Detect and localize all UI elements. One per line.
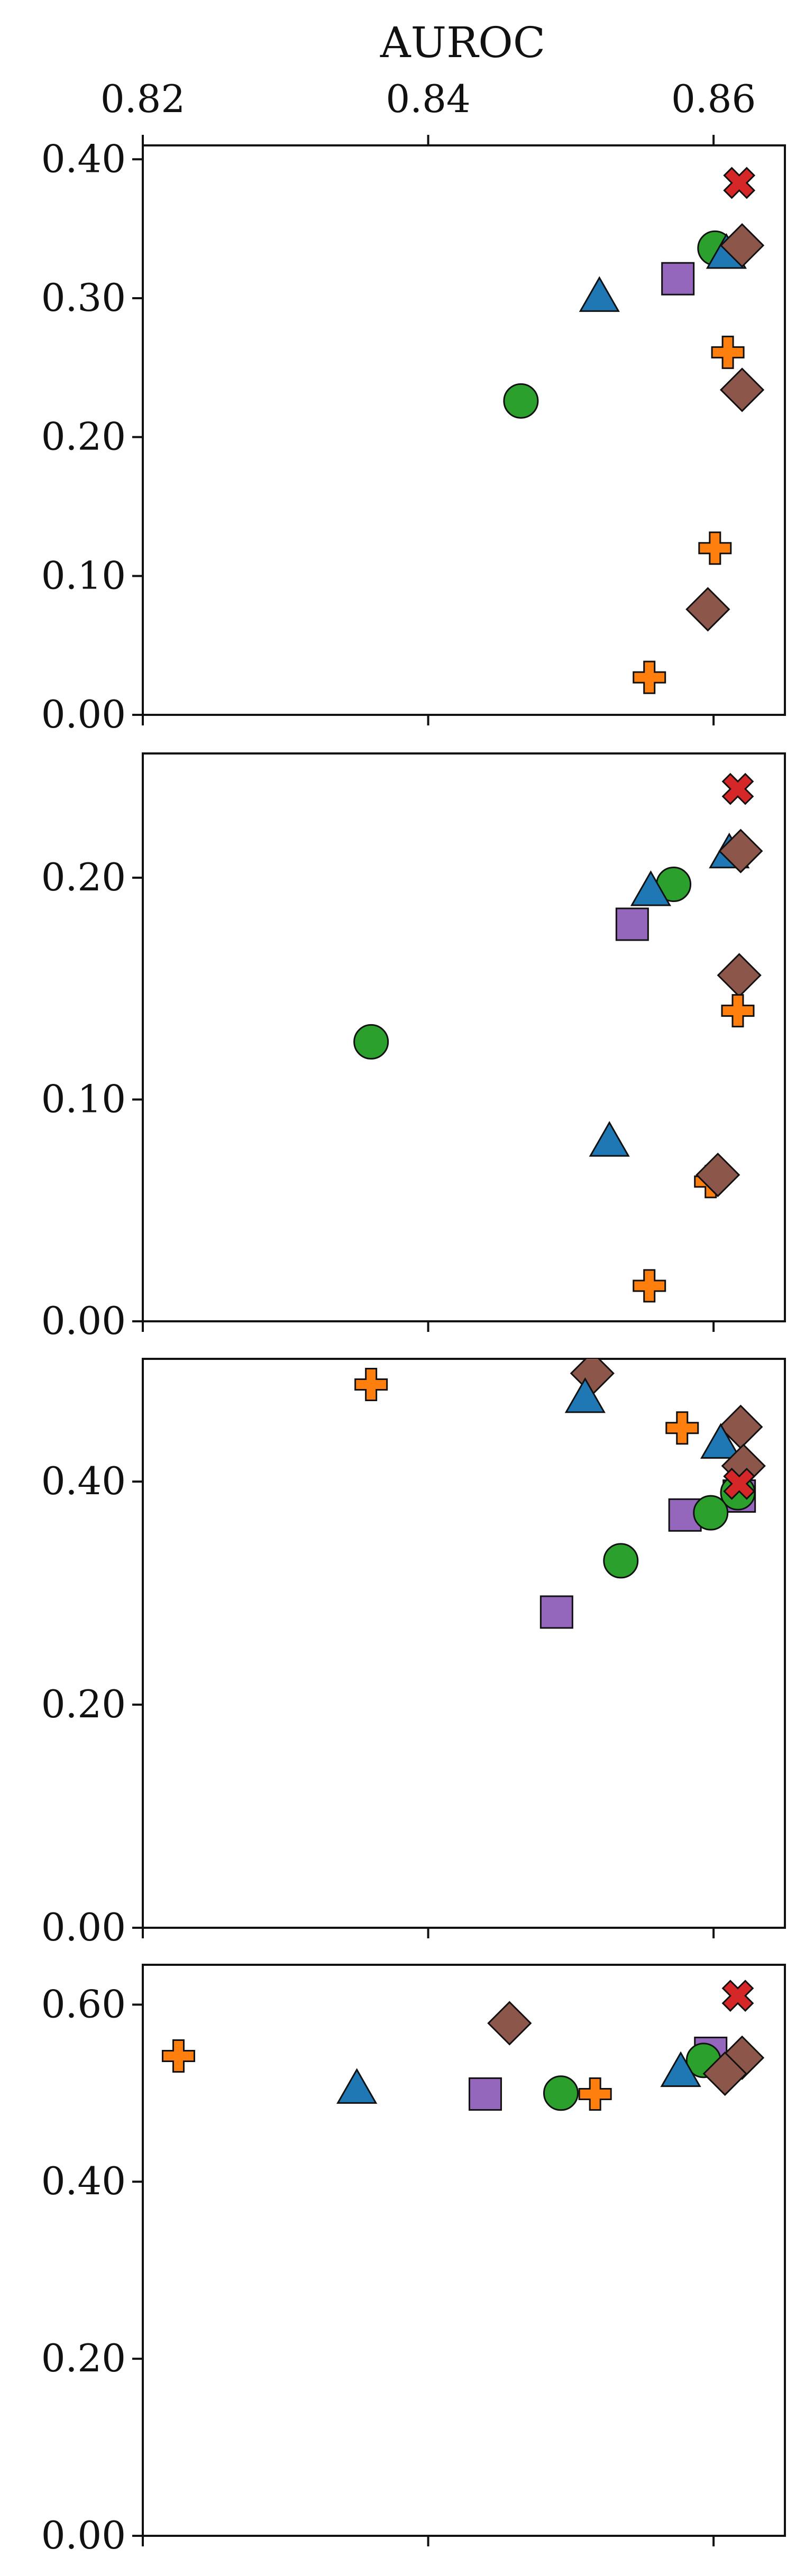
data-point-triangle bbox=[336, 2068, 378, 2104]
y-tick-label: 0.10 bbox=[41, 553, 126, 597]
panel-3: 0.00 0.20 0.40 bbox=[41, 1358, 786, 1949]
data-point-circle bbox=[693, 1495, 729, 1531]
data-point-diamond bbox=[696, 1152, 740, 1198]
data-point-plus bbox=[698, 531, 732, 565]
data-point-circle bbox=[503, 383, 539, 419]
y-tick-label: 0.20 bbox=[41, 415, 126, 459]
x-tick-label: 0.82 bbox=[100, 77, 185, 121]
points bbox=[161, 1980, 765, 2111]
points bbox=[353, 772, 763, 1303]
y-tick-label: 0.60 bbox=[41, 1982, 126, 2026]
data-point-triangle bbox=[579, 276, 620, 312]
data-point-square bbox=[539, 1595, 573, 1629]
data-point-triangle bbox=[589, 1121, 630, 1157]
y-tick-label: 0.00 bbox=[41, 1299, 126, 1343]
data-point-square bbox=[615, 907, 649, 941]
y-tick-label: 0.10 bbox=[41, 1077, 126, 1121]
data-point-diamond bbox=[685, 587, 730, 632]
y-tick-label: 0.20 bbox=[41, 1682, 126, 1726]
data-point-x-mark bbox=[721, 772, 754, 805]
plot-frame bbox=[142, 752, 786, 1322]
points bbox=[503, 167, 765, 694]
panel-2: 0.00 0.10 0.20 bbox=[41, 752, 786, 1343]
x-tick-label: 0.86 bbox=[671, 77, 756, 121]
data-point-square bbox=[661, 262, 695, 296]
y-tick-label: 0.30 bbox=[41, 275, 126, 320]
plot-frame bbox=[142, 144, 786, 716]
x-axis-top: 0.82 0.84 0.86 bbox=[100, 77, 756, 121]
y-tick-label: 0.40 bbox=[41, 1459, 126, 1503]
data-point-circle bbox=[353, 1024, 389, 1060]
data-point-diamond bbox=[719, 223, 765, 268]
data-point-triangle bbox=[700, 1423, 742, 1459]
y-tick-label: 0.20 bbox=[41, 2336, 126, 2380]
x-axis-title: AUROC bbox=[380, 18, 545, 67]
scatter-panels: 0.00 0.10 0.20 0.30 0.40 0.00 0.10 0.20 0.00 0.20… bbox=[41, 135, 786, 2557]
data-point-x-mark bbox=[723, 1467, 756, 1500]
data-point-plus bbox=[633, 660, 666, 694]
data-point-triangle bbox=[660, 2051, 701, 2087]
data-point-diamond bbox=[487, 2001, 532, 2046]
data-point-triangle bbox=[630, 870, 671, 906]
data-point-plus bbox=[711, 335, 745, 369]
data-point-plus bbox=[161, 2039, 195, 2073]
y-tick-label: 0.00 bbox=[41, 692, 126, 737]
data-point-circle bbox=[543, 2075, 579, 2111]
data-point-plus bbox=[578, 2077, 612, 2111]
panel-1: 0.00 0.10 0.20 0.30 0.40 bbox=[41, 135, 786, 737]
points bbox=[354, 1359, 766, 1629]
data-point-circle bbox=[603, 1543, 639, 1579]
data-point-square bbox=[468, 2077, 502, 2111]
data-point-diamond bbox=[718, 829, 763, 873]
y-tick-label: 0.00 bbox=[41, 1905, 126, 1949]
y-tick-label: 0.00 bbox=[41, 2513, 126, 2557]
y-tick-label: 0.40 bbox=[41, 2159, 126, 2203]
panel-4: 0.00 0.20 0.40 0.60 bbox=[41, 1964, 786, 2557]
data-point-plus bbox=[721, 994, 755, 1028]
data-point-plus bbox=[633, 1269, 666, 1303]
data-point-plus bbox=[354, 1368, 388, 1402]
plot-frame bbox=[142, 1358, 786, 1929]
data-point-x-mark bbox=[723, 167, 756, 199]
data-point-x-mark bbox=[721, 1980, 754, 2012]
data-point-diamond bbox=[719, 367, 765, 412]
plot-frame bbox=[142, 1964, 786, 2537]
y-tick-label: 0.20 bbox=[41, 855, 126, 899]
data-point-diamond bbox=[717, 953, 762, 998]
data-point-diamond bbox=[702, 2051, 747, 2096]
y-tick-label: 0.40 bbox=[41, 136, 126, 181]
x-tick-label: 0.84 bbox=[386, 77, 470, 121]
data-point-triangle bbox=[564, 1377, 606, 1413]
data-point-plus bbox=[665, 1411, 699, 1445]
